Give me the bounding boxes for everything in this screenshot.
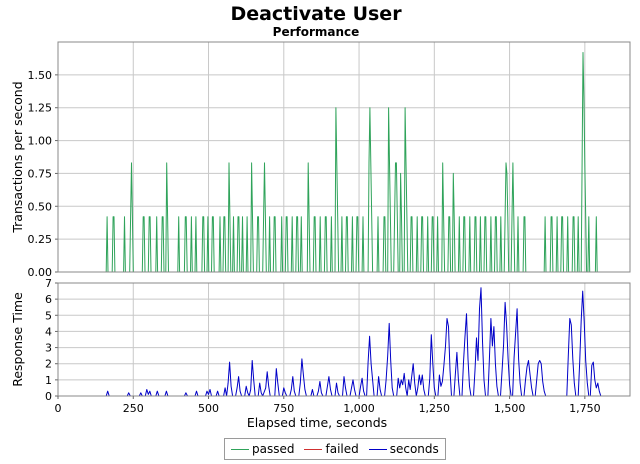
legend-swatch-passed xyxy=(231,448,249,450)
plot-frame-0 xyxy=(57,41,631,273)
y-tick-label: 1.25 xyxy=(28,102,53,115)
x-tick-label: 500 xyxy=(198,402,219,415)
legend-swatch-failed xyxy=(304,448,323,450)
x-tick-label: 1,750 xyxy=(569,402,601,415)
x-tick-label: 750 xyxy=(273,402,294,415)
y-tick-label: 5 xyxy=(45,309,52,322)
y-tick-label: 2 xyxy=(45,358,52,371)
y-tick-label: 0 xyxy=(45,390,52,403)
y-tick-label: 0.25 xyxy=(28,233,53,246)
plot-frame-1 xyxy=(57,282,631,397)
legend-item-failed: failed xyxy=(304,442,359,456)
y-tick-label: 3 xyxy=(45,342,52,355)
legend-swatch-seconds xyxy=(368,448,387,450)
y-tick-label: 1.50 xyxy=(28,69,53,82)
chart-title: Deactivate User xyxy=(230,3,402,25)
y-axis-label-0: Transactions per second xyxy=(10,81,25,233)
y-tick-label: 0.00 xyxy=(28,266,53,279)
legend-item-passed: passed xyxy=(231,442,294,456)
chart-subtitle: Performance xyxy=(273,25,360,39)
y-tick-label: 0.50 xyxy=(28,200,53,213)
y-tick-label: 6 xyxy=(45,293,52,306)
y-tick-label: 7 xyxy=(45,277,52,290)
x-tick-label: 1,000 xyxy=(343,402,375,415)
x-axis-label: Elapsed time, seconds xyxy=(247,415,387,430)
y-tick-label: 1.00 xyxy=(28,135,53,148)
response-time-panel: 0 1 2 3 4 5 6 7 Response Time xyxy=(10,277,631,403)
legend-label-failed: failed xyxy=(325,442,359,456)
y-tick-label: 0.75 xyxy=(28,167,53,180)
x-tick-label: 1,250 xyxy=(419,402,451,415)
y-axis-label-1: Response Time xyxy=(10,292,25,387)
transactions-panel: 0.00 0.25 0.50 0.75 1.00 1.25 1.50Transactions… xyxy=(10,41,631,279)
x-axis: 0 250 500 750 1,000 1,250 1,500 1,750 xyxy=(55,396,601,415)
legend: passed failed seconds xyxy=(224,438,446,460)
x-tick-label: 0 xyxy=(55,402,62,415)
legend-label-passed: passed xyxy=(252,442,295,456)
y-tick-label: 1 xyxy=(45,374,52,387)
legend-item-seconds: seconds xyxy=(368,442,439,456)
y-tick-label: 4 xyxy=(45,325,52,338)
x-tick-label: 250 xyxy=(123,402,144,415)
legend-label-seconds: seconds xyxy=(389,442,439,456)
x-tick-label: 1,500 xyxy=(494,402,526,415)
plot-area-0 xyxy=(57,41,631,273)
